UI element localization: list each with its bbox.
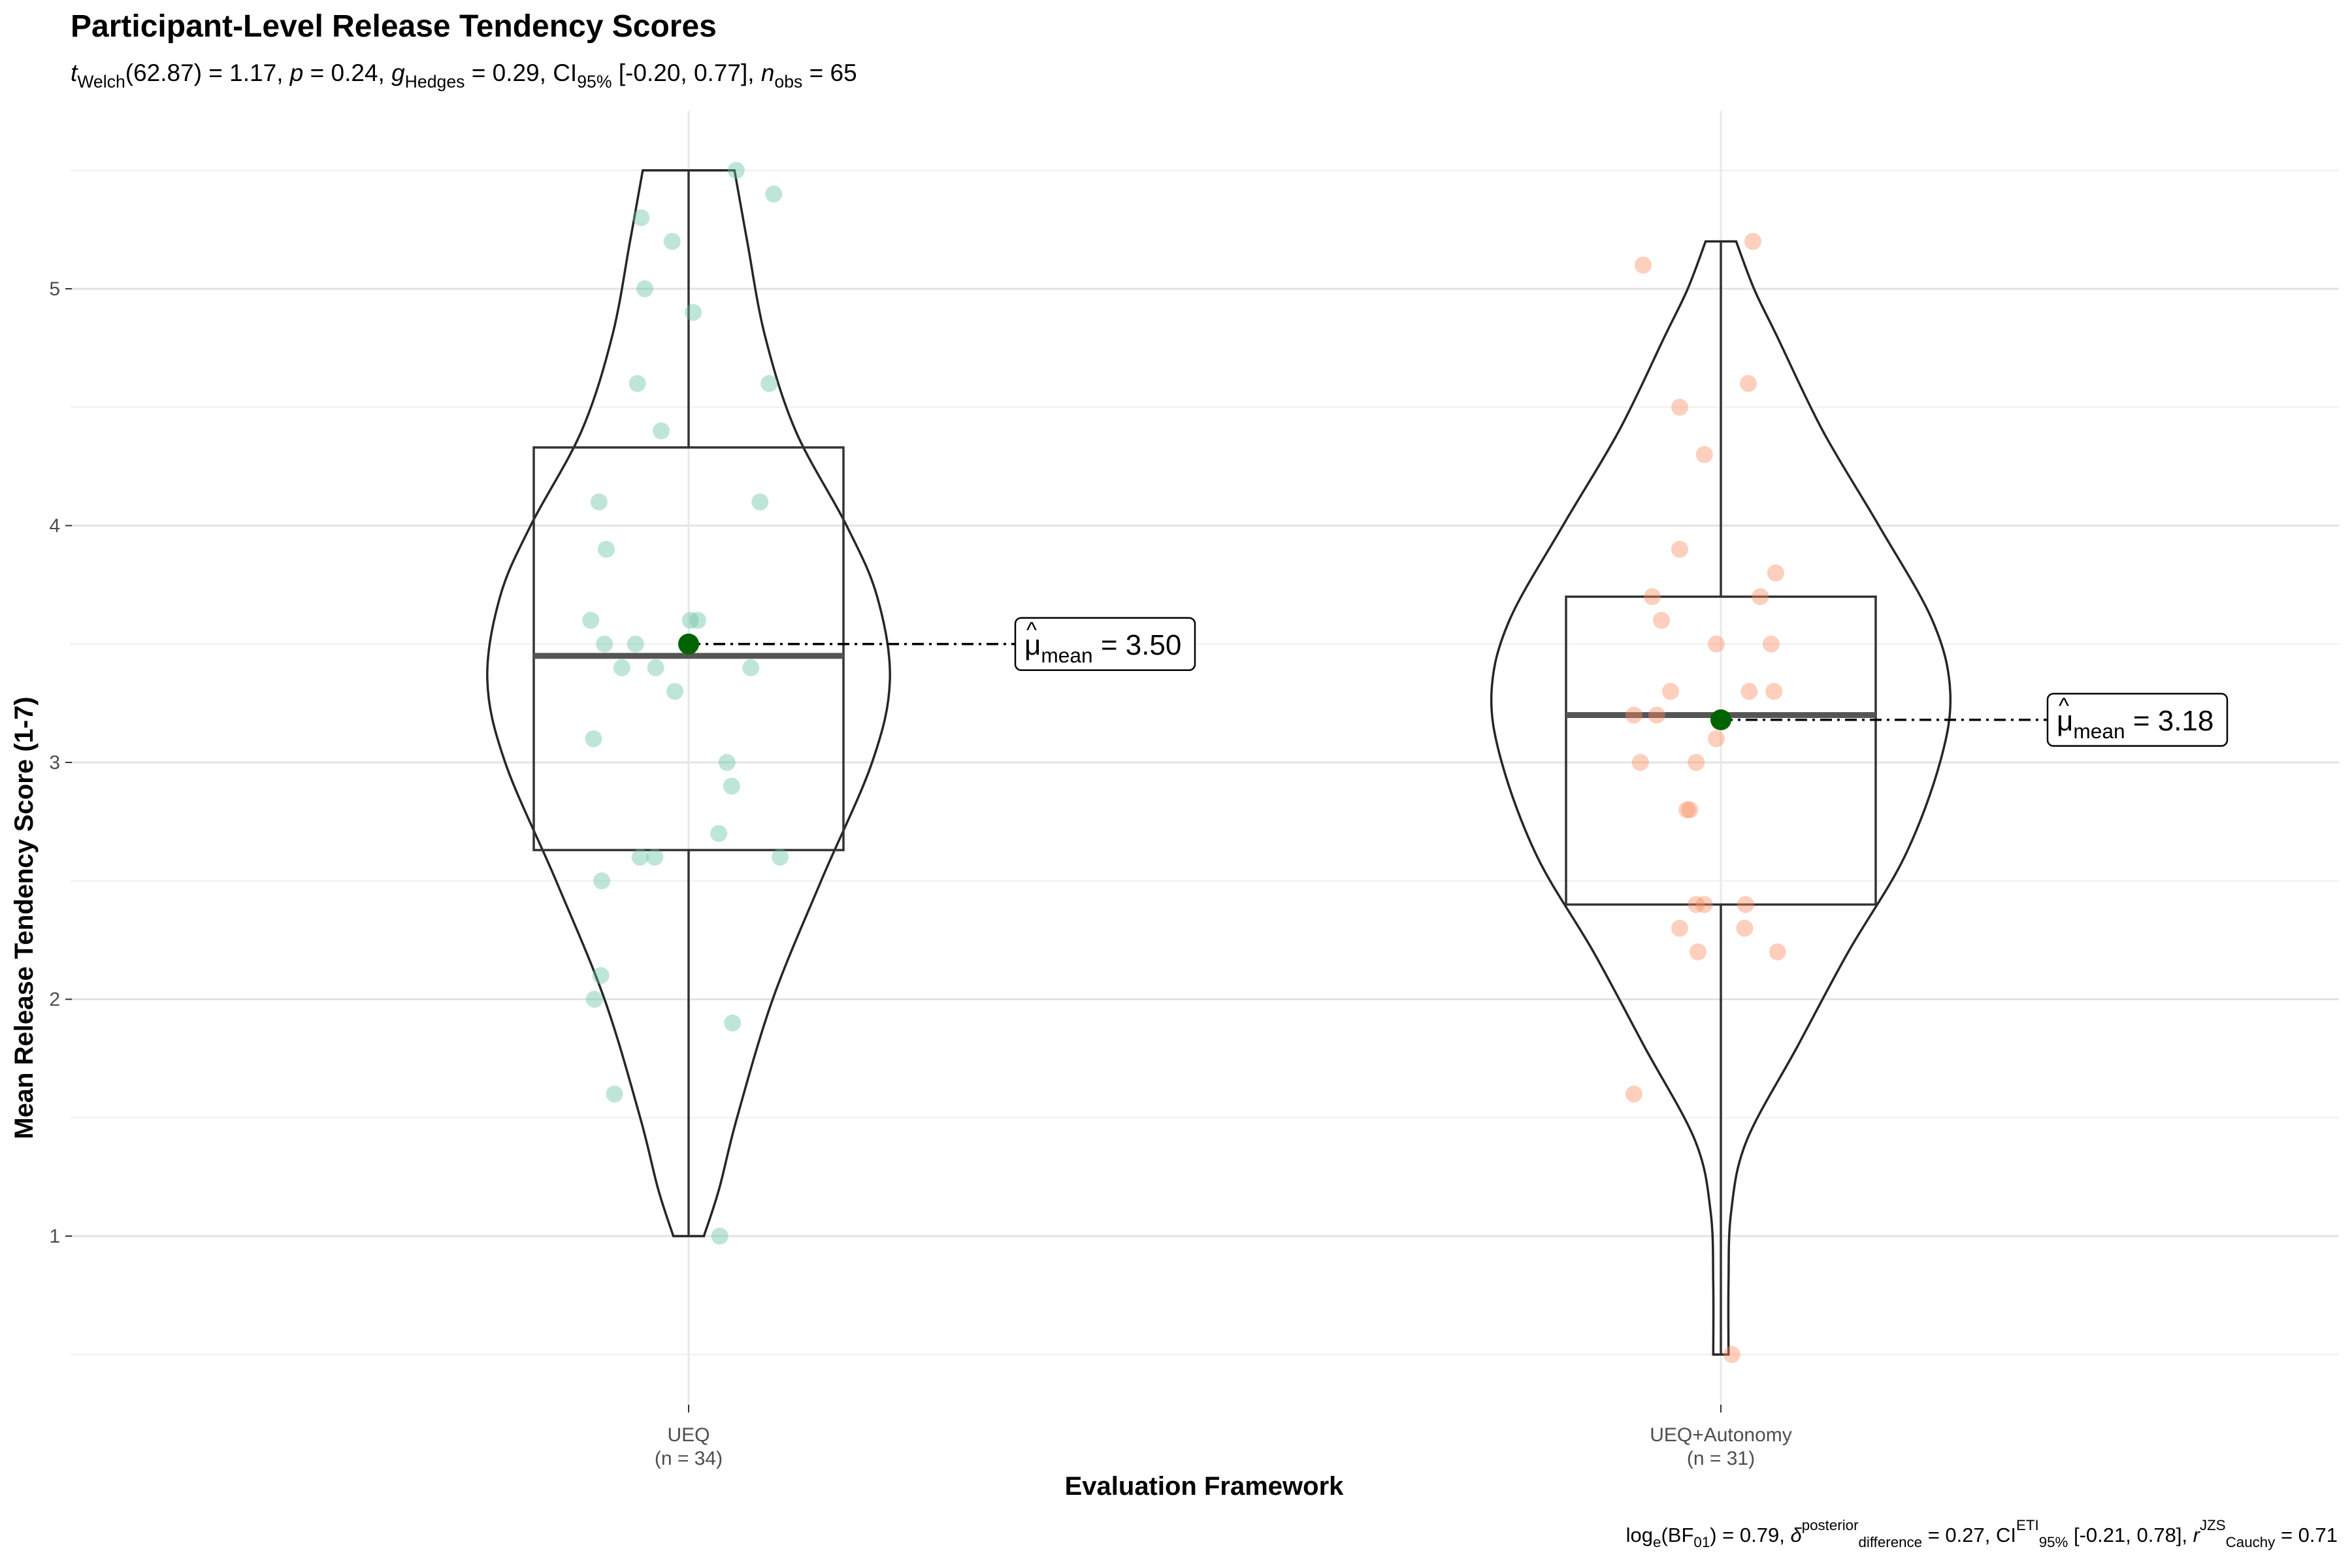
data-point-ueq-autonomy [1688, 754, 1705, 771]
data-point-ueq-autonomy [1625, 706, 1642, 724]
data-point-ueq [631, 849, 649, 866]
chart-title: Participant-Level Release Tendency Score… [71, 9, 717, 44]
data-point-ueq [666, 683, 683, 700]
data-point-ueq [629, 375, 646, 392]
mean-point-ueq-autonomy [1710, 709, 1731, 730]
data-point-ueq [606, 1085, 623, 1103]
data-point-ueq [592, 967, 610, 985]
y-tick-label: 3 [49, 752, 60, 774]
x-tick-n-ueq: (n = 34) [655, 1448, 723, 1469]
data-point-ueq-autonomy [1648, 706, 1665, 724]
data-point-ueq [689, 612, 706, 629]
data-point-ueq-autonomy [1723, 1346, 1740, 1364]
mean-label-ueq: μmean = 3.50 [1024, 629, 1181, 667]
data-point-ueq [710, 825, 728, 842]
data-point-ueq-autonomy [1671, 399, 1688, 416]
data-point-ueq-autonomy [1767, 564, 1784, 581]
box-ueq-autonomy [1565, 595, 1877, 906]
data-point-ueq-autonomy [1671, 540, 1688, 558]
x-axis-ticks: UEQ(n = 34) UEQ+Autonomy(n = 31) [655, 1405, 1792, 1469]
violin-ueq-autonomy [1490, 240, 1952, 1356]
data-point-ueq-autonomy [1737, 896, 1754, 913]
data-point-ueq [751, 493, 769, 511]
data-point-ueq [727, 161, 745, 179]
data-point-ueq [772, 849, 789, 866]
data-point-ueq-autonomy [1635, 256, 1652, 274]
data-point-ueq [632, 209, 650, 227]
data-point-ueq [681, 612, 699, 629]
violins [486, 169, 1952, 1356]
y-tick-label: 5 [49, 278, 60, 300]
data-point-ueq [590, 493, 608, 511]
data-point-ueq [742, 659, 760, 676]
data-point-ueq-autonomy [1708, 635, 1725, 653]
data-point-ueq [585, 730, 602, 747]
y-axis-ticks: 1 2 3 4 5 [49, 278, 72, 1247]
data-point-ueq [685, 304, 702, 321]
x-tick-label-ueq-autonomy: UEQ+Autonomy [1650, 1424, 1792, 1446]
y-tick-label: 1 [49, 1226, 60, 1247]
data-point-ueq [646, 849, 664, 866]
data-point-ueq-autonomy [1740, 683, 1758, 700]
data-point-ueq [593, 872, 610, 890]
gridlines [71, 111, 2339, 1405]
violin-ueq [486, 169, 891, 1237]
data-point-ueq [760, 375, 778, 392]
data-point-ueq-autonomy [1763, 635, 1780, 653]
data-point-ueq [647, 659, 664, 676]
data-point-ueq-autonomy [1681, 801, 1699, 819]
chart-subtitle: tWelch(62.87) = 1.17, p = 0.24, gHedges … [71, 59, 857, 91]
data-point-ueq-autonomy [1671, 919, 1688, 937]
chart-caption: loge(BF01) = 0.79, δposteriordifference … [1626, 1517, 2338, 1550]
data-point-ueq [636, 280, 653, 297]
data-point-ueq [653, 422, 670, 440]
data-points [582, 161, 1786, 1364]
data-point-ueq [582, 612, 600, 629]
data-point-ueq-autonomy [1644, 588, 1661, 606]
data-point-ueq-autonomy [1662, 683, 1679, 700]
data-point-ueq [585, 990, 603, 1008]
data-point-ueq-autonomy [1740, 375, 1757, 392]
mean-markers: μmean = 3.50^μmean = 3.18^ [678, 617, 2229, 747]
data-point-ueq [627, 635, 644, 653]
y-tick-label: 4 [49, 515, 60, 537]
data-point-ueq [765, 186, 783, 203]
data-point-ueq-autonomy [1736, 919, 1754, 937]
data-point-ueq-autonomy [1695, 446, 1713, 463]
y-tick-label: 2 [49, 989, 60, 1011]
data-point-ueq [613, 659, 630, 676]
mean-label-ueq-autonomy: μmean = 3.18 [2057, 705, 2213, 743]
data-point-ueq [724, 1014, 742, 1032]
data-point-ueq-autonomy [1690, 943, 1707, 960]
mean-label-box-ueq [1014, 617, 1196, 671]
data-point-ueq [723, 777, 740, 795]
data-point-ueq-autonomy [1653, 612, 1670, 629]
hat-accent-ueq-autonomy: ^ [2059, 694, 2069, 719]
mean-label-box-ueq-autonomy [2046, 693, 2229, 747]
data-point-ueq [596, 635, 613, 653]
data-point-ueq-autonomy [1695, 896, 1713, 913]
mean-point-ueq [678, 633, 699, 655]
x-tick-label-ueq: UEQ [667, 1424, 710, 1446]
data-point-ueq [718, 754, 736, 771]
data-point-ueq-autonomy [1744, 233, 1761, 250]
box-ueq [532, 446, 845, 851]
data-point-ueq-autonomy [1631, 754, 1649, 771]
data-point-ueq-autonomy [1625, 1085, 1642, 1103]
data-point-ueq [598, 540, 615, 558]
hat-accent-ueq: ^ [1026, 618, 1037, 643]
data-point-ueq-autonomy [1765, 683, 1783, 700]
data-point-ueq-autonomy [1752, 588, 1769, 606]
data-point-ueq-autonomy [1678, 801, 1696, 819]
x-tick-n-ueq-autonomy: (n = 31) [1687, 1448, 1755, 1469]
data-point-ueq-autonomy [1688, 896, 1705, 913]
data-point-ueq-autonomy [1708, 730, 1725, 747]
y-axis-title: Mean Release Tendency Score (1-7) [10, 696, 39, 1139]
x-axis-title: Evaluation Framework [1065, 1472, 1345, 1501]
data-point-ueq [663, 233, 681, 250]
data-point-ueq [711, 1228, 728, 1245]
data-point-ueq-autonomy [1769, 943, 1786, 960]
